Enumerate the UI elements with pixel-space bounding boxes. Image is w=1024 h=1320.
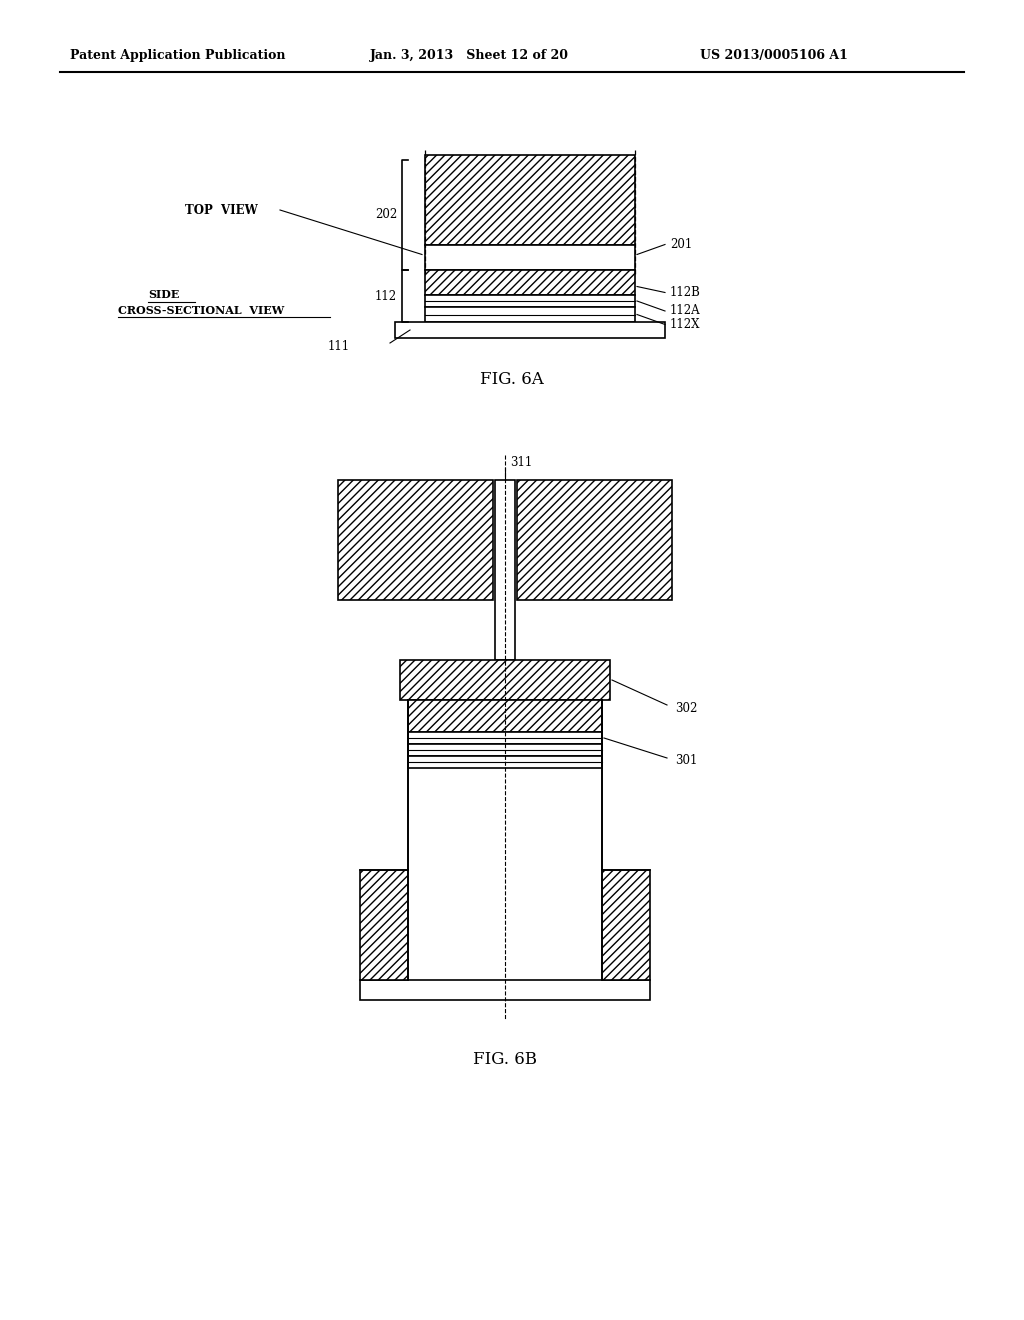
Text: CROSS-SECTIONAL  VIEW: CROSS-SECTIONAL VIEW — [118, 305, 285, 315]
Text: TOP  VIEW: TOP VIEW — [185, 203, 258, 216]
Bar — [425, 271, 635, 294]
Bar — [360, 979, 650, 1001]
Bar — [425, 246, 635, 271]
Text: US 2013/0005106 A1: US 2013/0005106 A1 — [700, 49, 848, 62]
Bar — [360, 870, 408, 979]
Bar — [425, 308, 635, 322]
Text: 112B: 112B — [670, 286, 700, 300]
Bar — [400, 660, 610, 700]
Text: 301: 301 — [675, 754, 697, 767]
Bar — [408, 700, 602, 733]
Bar — [602, 870, 650, 979]
Bar — [425, 294, 635, 308]
Bar — [408, 744, 602, 756]
Text: FIG. 6A: FIG. 6A — [480, 371, 544, 388]
Bar — [408, 756, 602, 768]
Bar — [517, 480, 672, 601]
Text: 112: 112 — [375, 289, 397, 302]
Text: 112X: 112X — [670, 318, 700, 331]
Text: 311: 311 — [510, 455, 532, 469]
Text: Patent Application Publication: Patent Application Publication — [70, 49, 286, 62]
Bar — [495, 480, 515, 660]
Text: 302: 302 — [675, 701, 697, 714]
Text: SIDE: SIDE — [148, 289, 179, 301]
Text: 202: 202 — [375, 209, 397, 222]
Bar — [408, 733, 602, 744]
Bar — [395, 322, 665, 338]
Text: 201: 201 — [670, 238, 692, 251]
Text: FIG. 6B: FIG. 6B — [473, 1052, 537, 1068]
Text: 112A: 112A — [670, 305, 700, 318]
Text: 111: 111 — [328, 339, 350, 352]
Text: Jan. 3, 2013   Sheet 12 of 20: Jan. 3, 2013 Sheet 12 of 20 — [370, 49, 569, 62]
Bar — [425, 154, 635, 246]
Bar — [338, 480, 493, 601]
